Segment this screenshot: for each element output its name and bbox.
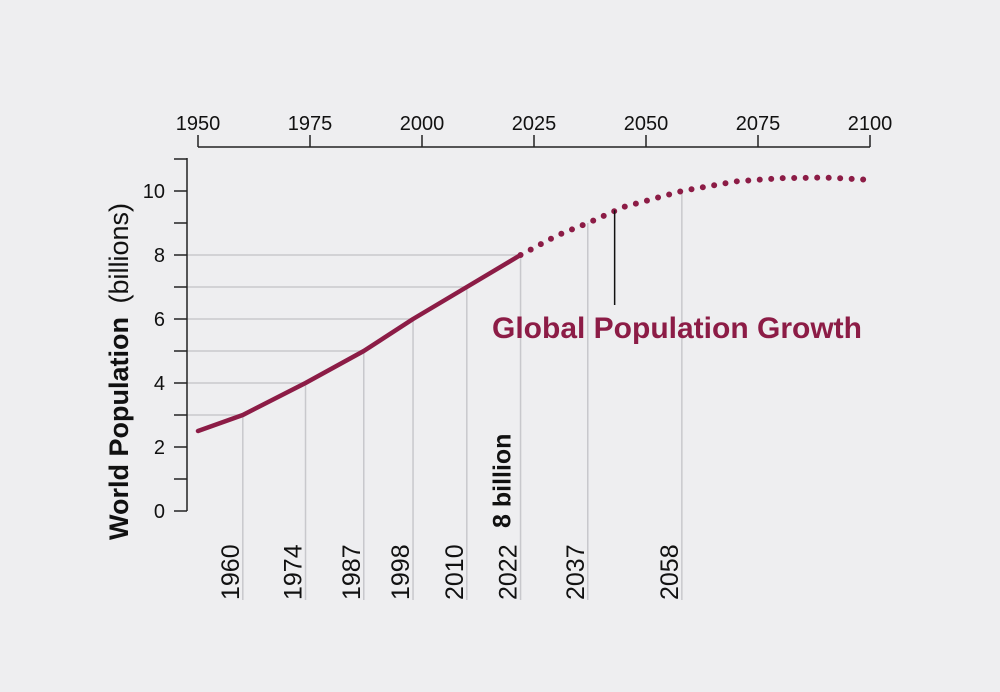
highlight-label: 8 billion <box>489 434 517 528</box>
x-tick-label-1950: 1950 <box>176 113 221 135</box>
milestone-label-2037: 2037 <box>562 544 590 600</box>
milestone-label-1960: 1960 <box>217 544 245 600</box>
x-tick-label-1975: 1975 <box>288 113 333 135</box>
y-tick-label-8: 8 <box>154 245 165 267</box>
y-tick-label-6: 6 <box>154 309 165 331</box>
y-tick-label-2: 2 <box>154 437 165 459</box>
milestone-label-1974: 1974 <box>280 544 308 600</box>
observed-series-line <box>195 252 523 434</box>
y-axis-label: World Population (billions) <box>104 203 134 540</box>
milestone-label-2022: 2022 <box>495 544 523 600</box>
milestone-label-1987: 1987 <box>338 544 366 600</box>
milestone-label-2010: 2010 <box>441 544 469 600</box>
projected-series-line <box>517 174 873 258</box>
y-axis-label-main: World Population <box>104 317 134 540</box>
y-tick-label-10: 10 <box>143 181 165 203</box>
milestone-label-1998: 1998 <box>387 544 415 600</box>
x-tick-label-2100: 2100 <box>848 113 893 135</box>
milestone-label-2058: 2058 <box>656 544 684 600</box>
x-tick-label-2050: 2050 <box>624 113 669 135</box>
y-axis-label-unit: (billions) <box>104 203 134 304</box>
x-tick-label-2075: 2075 <box>736 113 781 135</box>
y-tick-label-4: 4 <box>154 373 165 395</box>
y-tick-label-0: 0 <box>154 501 165 523</box>
x-tick-label-2025: 2025 <box>512 113 557 135</box>
x-tick-label-2000: 2000 <box>400 113 445 135</box>
series-label: Global Population Growth <box>492 312 862 345</box>
